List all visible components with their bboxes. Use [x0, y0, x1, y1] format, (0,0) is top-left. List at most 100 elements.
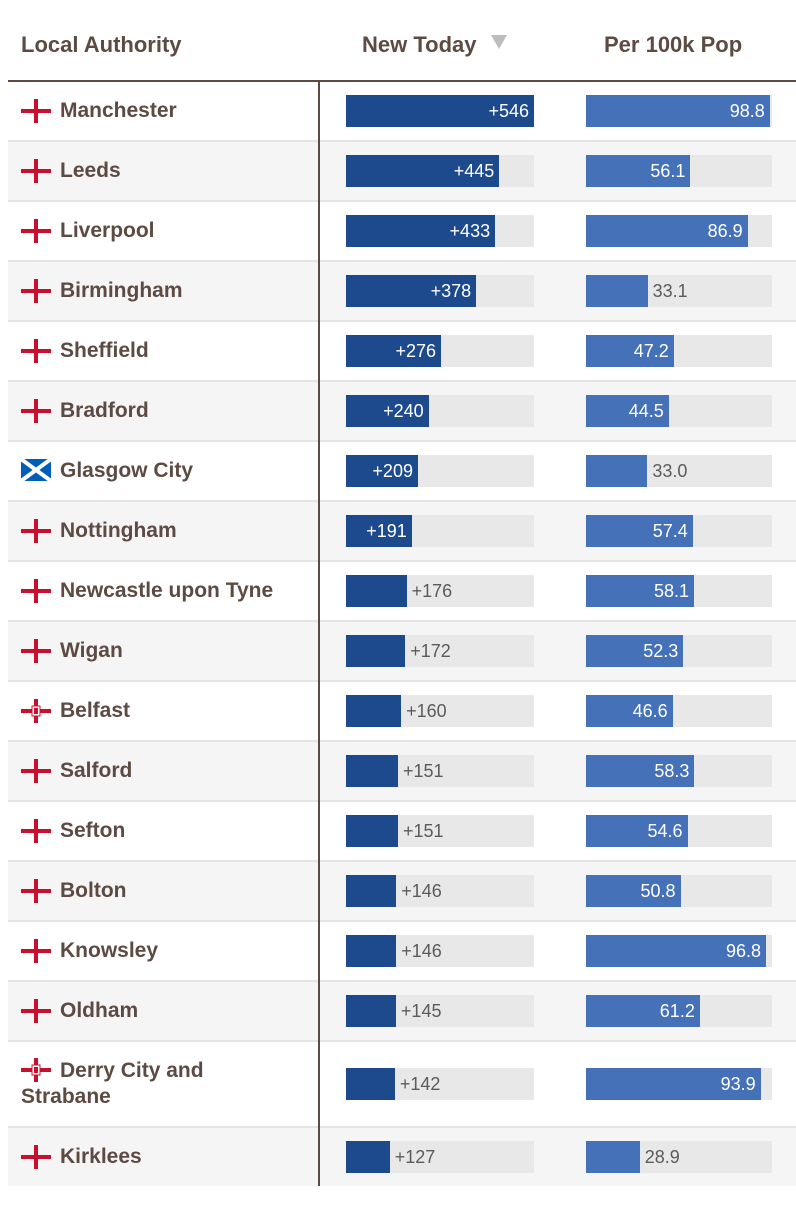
england-flag-icon — [21, 879, 51, 903]
row-name-line2: Strabane — [21, 1085, 111, 1108]
england-flag-icon — [21, 519, 51, 543]
table-row[interactable]: Glasgow City +209 33.0 — [8, 442, 796, 502]
table-row[interactable]: Liverpool +433 86.9 — [8, 202, 796, 262]
per-100k-bar — [586, 635, 684, 667]
table-row[interactable]: Derry City and Strabane +142 93.9 — [8, 1042, 796, 1128]
table-row[interactable]: Bradford +240 44.5 — [8, 382, 796, 442]
table-row[interactable]: Wigan +172 52.3 — [8, 622, 796, 682]
row-name-cell: Belfast — [21, 682, 311, 740]
table-row[interactable]: Knowsley +146 96.8 — [8, 922, 796, 982]
per-100k-value: 33.0 — [652, 461, 688, 481]
per-100k-bar — [586, 1141, 640, 1173]
new-today-bar — [346, 335, 441, 367]
new-today-value: +191 — [366, 521, 407, 541]
per-100k-value: 58.1 — [654, 581, 690, 601]
row-name-cell: Sheffield — [21, 322, 311, 380]
england-flag-icon — [21, 159, 51, 183]
new-today-bar-track: +176 — [346, 575, 534, 607]
new-today-bar-track: +146 — [346, 935, 534, 967]
table-row[interactable]: Salford +151 58.3 — [8, 742, 796, 802]
per-100k-bar — [586, 995, 700, 1027]
column-header-local-authority[interactable]: Local Authority — [21, 32, 182, 57]
new-today-bar — [346, 1141, 390, 1173]
per-100k-value: 98.8 — [729, 101, 765, 121]
row-name: Salford — [60, 759, 133, 782]
per-100k-bar — [586, 515, 693, 547]
table-row[interactable]: Nottingham +191 57.4 — [8, 502, 796, 562]
new-today-value: +127 — [394, 1147, 436, 1167]
england-flag-icon — [21, 1145, 51, 1169]
cases-table: Local Authority New Today Per 100k Pop M… — [8, 0, 796, 1186]
row-name-cell: Kirklees — [21, 1128, 311, 1186]
per-100k-value: 61.2 — [659, 1001, 695, 1021]
sort-descending-icon[interactable] — [490, 35, 507, 49]
new-today-bar — [346, 875, 397, 907]
new-today-bar — [346, 995, 396, 1027]
row-name-cell: Oldham — [21, 982, 311, 1040]
row-name: Kirklees — [60, 1145, 142, 1168]
column-header-new-today[interactable]: New Today — [362, 32, 507, 58]
england-flag-icon — [21, 279, 51, 303]
row-name-cell: Salford — [21, 742, 311, 800]
new-today-value: +176 — [411, 581, 453, 601]
table-row[interactable]: Birmingham +378 33.1 — [8, 262, 796, 322]
table-row[interactable]: Leeds +445 56.1 — [8, 142, 796, 202]
per-100k-bar-track: 54.6 — [586, 815, 772, 847]
new-today-bar-track: +276 — [346, 335, 534, 367]
new-today-value: +142 — [399, 1074, 441, 1094]
per-100k-bar — [586, 95, 770, 127]
per-100k-bar — [586, 1068, 761, 1100]
per-100k-bar — [586, 275, 648, 307]
row-name-cell: Leeds — [21, 142, 311, 200]
per-100k-value: 50.8 — [640, 881, 676, 901]
table-row[interactable]: Kirklees +127 28.9 — [8, 1128, 796, 1186]
table-row[interactable]: Manchester +546 98.8 — [8, 82, 796, 142]
new-today-bar — [346, 935, 397, 967]
per-100k-bar-track: 86.9 — [586, 215, 772, 247]
england-flag-icon — [21, 99, 51, 123]
per-100k-bar — [586, 455, 648, 487]
table-row[interactable]: Sefton +151 54.6 — [8, 802, 796, 862]
new-today-bar-track: +151 — [346, 815, 534, 847]
row-name-cell: Wigan — [21, 622, 311, 680]
table-row[interactable]: Newcastle upon Tyne +176 58.1 — [8, 562, 796, 622]
row-name: Nottingham — [60, 519, 177, 542]
per-100k-bar-track: 28.9 — [586, 1141, 772, 1173]
row-name: Wigan — [60, 639, 123, 662]
new-today-bar — [346, 95, 534, 127]
row-name: Sefton — [60, 819, 126, 842]
new-today-bar — [346, 815, 398, 847]
new-today-bar — [346, 1068, 395, 1100]
per-100k-value: 44.5 — [628, 401, 664, 421]
new-today-value: +546 — [488, 101, 529, 121]
new-today-bar-track: +433 — [346, 215, 534, 247]
row-name-cell: Knowsley — [21, 922, 311, 980]
new-today-bar-track: +142 — [346, 1068, 534, 1100]
table-row[interactable]: Oldham +145 61.2 — [8, 982, 796, 1042]
england-flag-icon — [21, 759, 51, 783]
england-flag-icon — [21, 399, 51, 423]
new-today-bar-track: +191 — [346, 515, 534, 547]
england-flag-icon — [21, 639, 51, 663]
per-100k-bar — [586, 755, 695, 787]
england-flag-icon — [21, 219, 51, 243]
table-row[interactable]: Belfast +160 46.6 — [8, 682, 796, 742]
per-100k-value: 86.9 — [707, 221, 743, 241]
row-name: Sheffield — [60, 339, 149, 362]
table-row[interactable]: Bolton +146 50.8 — [8, 862, 796, 922]
new-today-bar — [346, 755, 398, 787]
new-today-value: +433 — [449, 221, 491, 241]
new-today-bar-track: +378 — [346, 275, 534, 307]
row-name-line1: Derry City and — [60, 1059, 204, 1082]
per-100k-value: 93.9 — [720, 1074, 756, 1094]
new-today-value: +146 — [401, 881, 442, 901]
new-today-bar — [346, 215, 496, 247]
table-body: Manchester +546 98.8 Leeds +445 56.1 Liverpool… — [8, 82, 796, 1186]
new-today-value: +160 — [406, 701, 447, 721]
new-today-bar-track: +146 — [346, 875, 534, 907]
table-row[interactable]: Sheffield +276 47.2 — [8, 322, 796, 382]
per-100k-value: 52.3 — [643, 641, 679, 661]
england-flag-icon — [21, 339, 51, 363]
column-header-per-100k[interactable]: Per 100k Pop — [604, 32, 743, 57]
new-today-bar-track: +209 — [346, 455, 534, 487]
